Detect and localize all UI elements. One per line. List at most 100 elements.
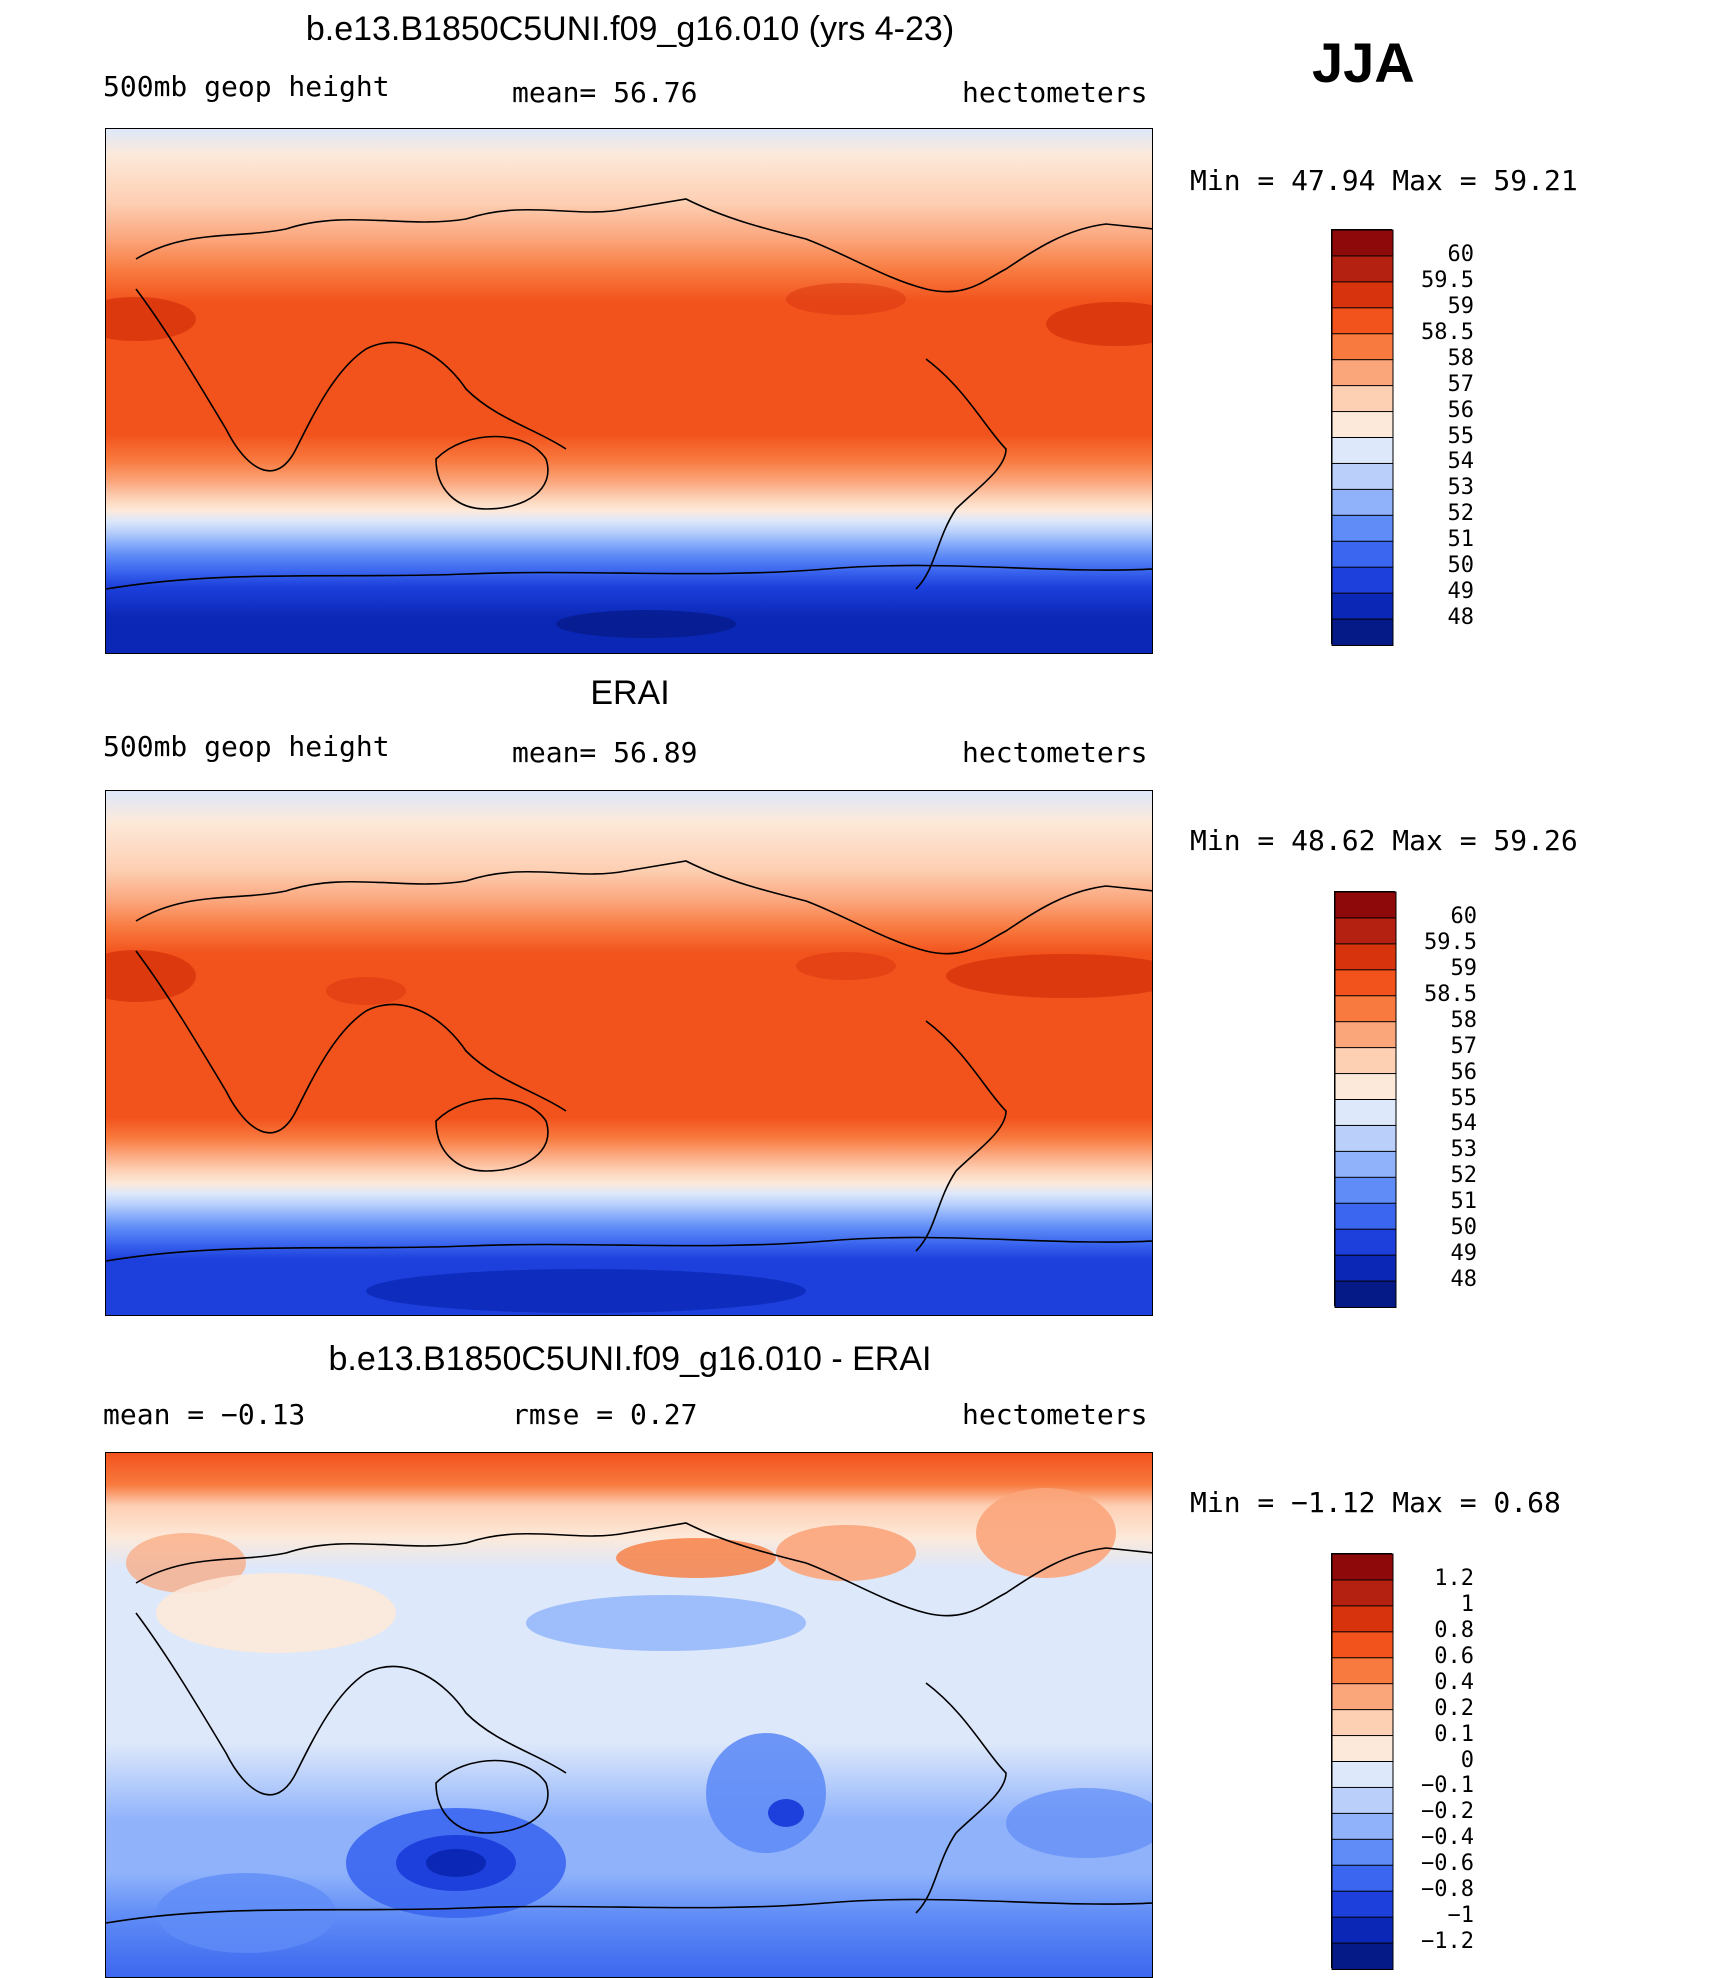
panel3-rmse-label: rmse = 0.27 <box>512 1398 698 1431</box>
colorbar-tick-label: 48 <box>1450 1267 1478 1293</box>
season-label: JJA <box>1312 31 1415 94</box>
colorbar-swatch <box>1331 488 1394 517</box>
colorbar-swatch <box>1331 1683 1394 1711</box>
colorbar-swatch <box>1331 281 1394 309</box>
colorbar-tick-label: 50 <box>1450 1215 1478 1241</box>
colorbar-tick-label: 59.5 <box>1424 929 1477 955</box>
colorbar-tick-label: 52 <box>1450 1163 1478 1189</box>
colorbar-swatch <box>1331 307 1394 335</box>
colorbar-tick-label: 0.1 <box>1434 1721 1474 1747</box>
panel3-mean-label: mean = −0.13 <box>103 1398 306 1431</box>
colorbar-tick-label: −0.6 <box>1421 1851 1474 1877</box>
colorbar-swatch <box>1331 566 1394 595</box>
panel2-colorbar <box>1334 891 1397 1308</box>
colorbar-tick-label: −0.4 <box>1421 1825 1474 1851</box>
colorbar-swatch <box>1334 1150 1397 1179</box>
colorbar-tick-label: 56 <box>1450 1059 1478 1085</box>
colorbar-swatch <box>1334 1228 1397 1257</box>
colorbar-swatch <box>1334 917 1397 945</box>
colorbar-tick-label: 53 <box>1450 1137 1478 1163</box>
colorbar-swatch <box>1331 1631 1394 1659</box>
panel1-map <box>105 128 1153 654</box>
colorbar-tick-label: 52 <box>1447 501 1475 527</box>
panel1-colorbar-svg <box>1331 229 1394 646</box>
colorbar-swatch <box>1331 1553 1394 1581</box>
colorbar-tick-label: 58 <box>1447 345 1475 371</box>
colorbar-tick-label: 51 <box>1447 527 1475 553</box>
panel2-map <box>105 790 1153 1316</box>
colorbar-swatch <box>1334 1202 1397 1231</box>
colorbar-swatch <box>1334 943 1397 971</box>
colorbar-tick-label: 49 <box>1450 1241 1478 1267</box>
colorbar-swatch <box>1334 1047 1397 1075</box>
colorbar-tick-label: 58.5 <box>1424 981 1477 1007</box>
colorbar-swatch <box>1331 255 1394 283</box>
colorbar-tick-label: 60 <box>1450 903 1478 929</box>
panel1-left-label: 500mb geop height <box>103 70 390 103</box>
colorbar-tick-label: 54 <box>1447 449 1475 475</box>
colorbar-tick-label: 54 <box>1450 1111 1478 1137</box>
colorbar-swatch <box>1334 891 1397 919</box>
colorbar-swatch <box>1331 462 1394 491</box>
colorbar-swatch <box>1331 592 1394 621</box>
colorbar-tick-label: 58 <box>1450 1007 1478 1033</box>
colorbar-swatch <box>1331 1942 1394 1970</box>
colorbar-swatch <box>1334 995 1397 1023</box>
colorbar-swatch <box>1334 1124 1397 1153</box>
colorbar-swatch <box>1331 1709 1394 1737</box>
panel1-units-label: hectometers <box>962 76 1148 109</box>
colorbar-tick-label: 1 <box>1460 1591 1474 1617</box>
colorbar-tick-label: −1 <box>1447 1903 1475 1929</box>
colorbar-tick-label: 55 <box>1447 423 1475 449</box>
panel1-minmax: Min = 47.94 Max = 59.21 <box>1190 164 1578 197</box>
colorbar-tick-label: 1.2 <box>1434 1565 1474 1591</box>
colorbar-swatch <box>1334 969 1397 997</box>
colorbar-swatch <box>1334 1021 1397 1049</box>
colorbar-swatch <box>1331 540 1394 569</box>
colorbar-swatch <box>1331 1864 1394 1893</box>
colorbar-swatch <box>1331 1786 1394 1815</box>
colorbar-swatch <box>1334 1254 1397 1283</box>
colorbar-tick-label: 59 <box>1450 955 1478 981</box>
panel2-minmax: Min = 48.62 Max = 59.26 <box>1190 824 1578 857</box>
colorbar-swatch <box>1331 1812 1394 1841</box>
panel2-map-svg <box>106 791 1152 1315</box>
colorbar-swatch <box>1331 514 1394 543</box>
colorbar-swatch <box>1331 1605 1394 1633</box>
colorbar-swatch <box>1334 1099 1397 1127</box>
colorbar-tick-label: 50 <box>1447 553 1475 579</box>
panel3-map-svg <box>106 1453 1152 1977</box>
colorbar-tick-label: 59.5 <box>1421 267 1474 293</box>
panel3-map <box>105 1452 1153 1978</box>
panel2-mean-label: mean= 56.89 <box>512 736 698 769</box>
colorbar-tick-label: 48 <box>1447 605 1475 631</box>
panel3-colorbar-svg <box>1331 1553 1394 1970</box>
colorbar-tick-label: 59 <box>1447 293 1475 319</box>
colorbar-swatch <box>1331 1916 1394 1945</box>
panel3-title: b.e13.B1850C5UNI.f09_g16.010 - ERAI <box>328 1340 932 1378</box>
colorbar-tick-label: 0 <box>1460 1747 1474 1773</box>
colorbar-tick-label: −1.2 <box>1421 1929 1474 1955</box>
colorbar-swatch <box>1331 1761 1394 1789</box>
panel1-mean-label: mean= 56.76 <box>512 76 698 109</box>
colorbar-swatch <box>1331 437 1394 465</box>
colorbar-swatch <box>1334 1176 1397 1205</box>
colorbar-swatch <box>1334 1280 1397 1308</box>
colorbar-tick-label: −0.2 <box>1421 1799 1474 1825</box>
panel1-title: b.e13.B1850C5UNI.f09_g16.010 (yrs 4-23) <box>305 10 955 48</box>
colorbar-tick-label: 55 <box>1450 1085 1478 1111</box>
colorbar-tick-label: −0.8 <box>1421 1877 1474 1903</box>
colorbar-swatch <box>1331 1838 1394 1867</box>
panel2-left-label: 500mb geop height <box>103 730 390 763</box>
colorbar-swatch <box>1331 385 1394 413</box>
colorbar-swatch <box>1331 411 1394 439</box>
colorbar-swatch <box>1331 229 1394 257</box>
colorbar-tick-label: 58.5 <box>1421 319 1474 345</box>
colorbar-swatch <box>1334 1073 1397 1101</box>
colorbar-tick-label: 60 <box>1447 241 1475 267</box>
panel2-colorbar-svg <box>1334 891 1397 1308</box>
panel3-colorbar <box>1331 1553 1394 1970</box>
colorbar-tick-label: −0.1 <box>1421 1773 1474 1799</box>
colorbar-swatch <box>1331 1735 1394 1763</box>
panel3-minmax: Min = −1.12 Max = 0.68 <box>1190 1486 1561 1519</box>
